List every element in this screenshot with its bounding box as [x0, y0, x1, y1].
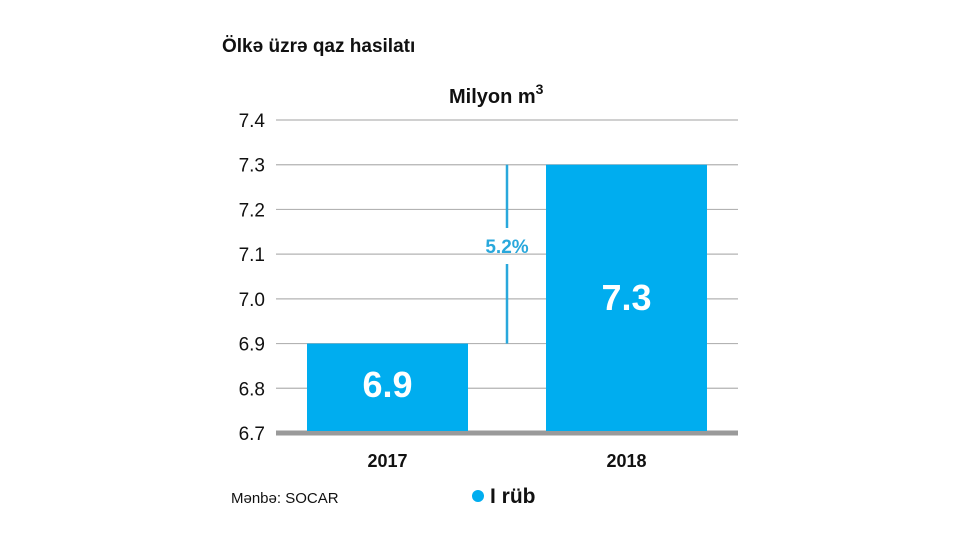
legend-label: I rüb	[490, 485, 536, 508]
legend-marker	[472, 490, 484, 502]
bar-2017	[307, 343, 468, 431]
y-tick-label: 7.3	[239, 156, 265, 177]
y-tick-label: 6.9	[239, 335, 265, 356]
bars: 6.9 7.3	[307, 164, 707, 431]
bar-2018	[546, 164, 707, 431]
y-axis-ticks: 7.4 7.3 7.2 7.1 7.0 6.9 6.8 6.7	[239, 111, 266, 445]
y-tick-label: 7.1	[239, 245, 265, 266]
y-tick-label: 7.4	[239, 111, 266, 132]
y-tick-label: 7.2	[239, 200, 265, 221]
data-label-2017: 6.9	[362, 364, 412, 405]
annotation-label: 5.2%	[485, 237, 528, 258]
legend: I rüb	[472, 485, 536, 508]
y-tick-label: 7.0	[239, 290, 265, 311]
unit-label-text: Milyon m	[449, 86, 536, 108]
source-note: Mənbə: SOCAR	[231, 490, 339, 507]
x-tick-label: 2018	[606, 451, 646, 471]
data-label-2018: 7.3	[601, 277, 651, 318]
chart-title: Ölkə üzrə qaz hasilatı	[222, 36, 415, 57]
x-tick-label: 2017	[367, 451, 407, 471]
x-axis-categories: 2017 2018	[367, 451, 646, 471]
y-tick-label: 6.7	[239, 424, 265, 445]
unit-superscript: 3	[536, 81, 544, 97]
unit-label: Milyon m3	[449, 81, 544, 108]
change-annotation: 5.2%	[485, 164, 529, 344]
y-tick-label: 6.8	[239, 379, 265, 400]
